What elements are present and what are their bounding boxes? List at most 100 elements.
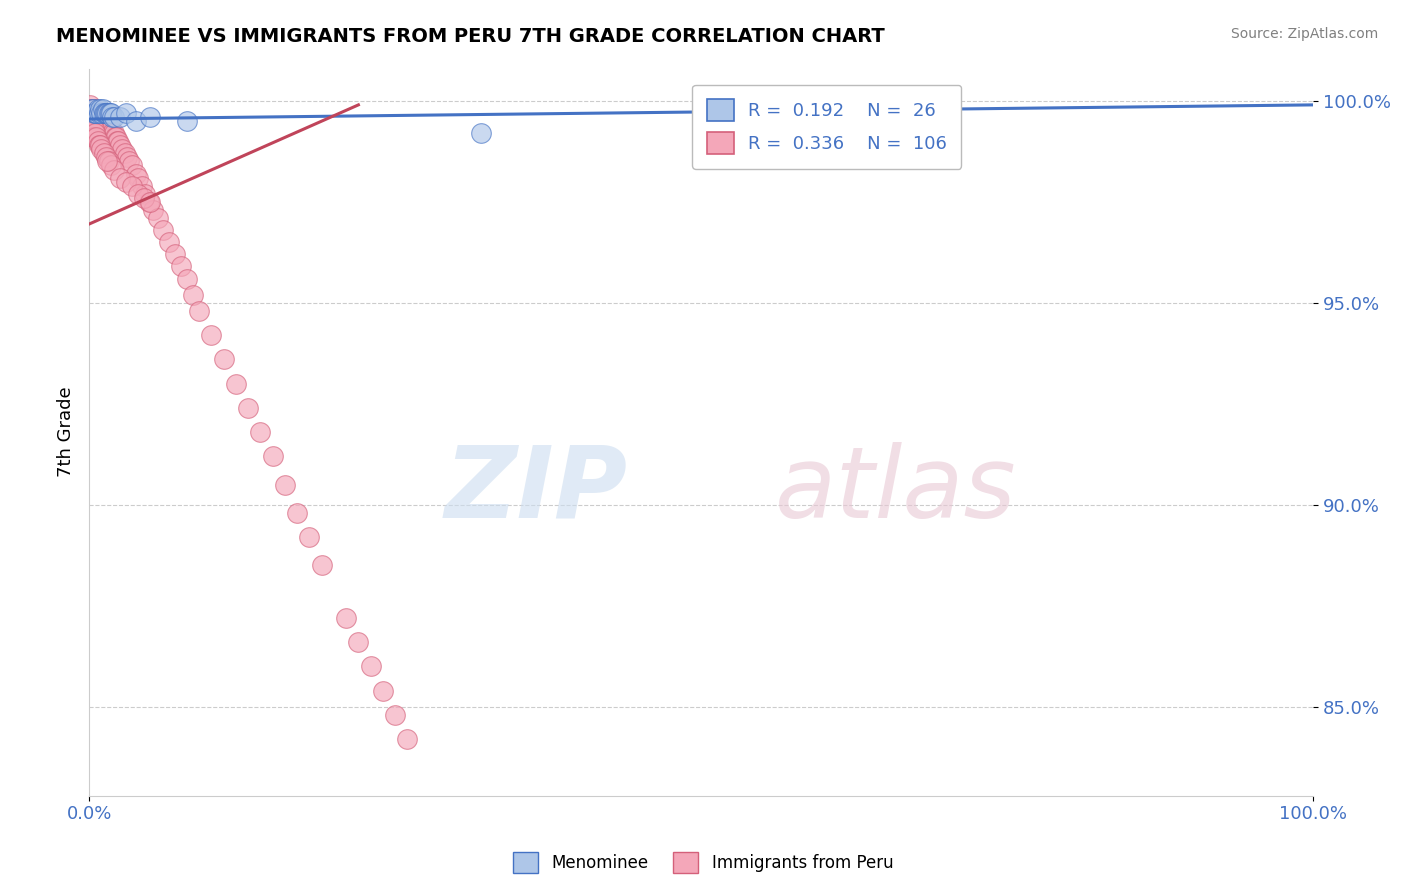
Point — [94, 122, 117, 136]
Point — [114, 175, 136, 189]
Point — [82, 102, 104, 116]
Point — [89, 114, 111, 128]
Legend: Menominee, Immigrants from Peru: Menominee, Immigrants from Peru — [506, 846, 900, 880]
Point — [127, 170, 149, 185]
Point — [83, 122, 105, 136]
Point — [98, 122, 121, 136]
Point — [86, 130, 108, 145]
Point — [83, 106, 105, 120]
Point — [79, 106, 101, 120]
Point — [96, 118, 118, 132]
Point — [97, 154, 120, 169]
Point — [108, 138, 131, 153]
Point — [93, 106, 115, 120]
Point — [98, 126, 121, 140]
Point — [93, 118, 115, 132]
Point — [105, 134, 128, 148]
Point — [84, 126, 107, 140]
Point — [138, 194, 160, 209]
Y-axis label: 7th Grade: 7th Grade — [58, 387, 75, 477]
Point — [262, 450, 284, 464]
Point — [396, 732, 419, 747]
Point — [82, 102, 104, 116]
Point — [84, 102, 107, 116]
Point — [83, 102, 105, 116]
Point — [86, 134, 108, 148]
Point — [146, 211, 169, 225]
Point — [96, 118, 118, 132]
Point — [360, 659, 382, 673]
Point — [101, 110, 124, 124]
Point — [79, 118, 101, 132]
Point — [90, 142, 112, 156]
Point — [86, 110, 108, 124]
Point — [93, 114, 115, 128]
Point — [82, 106, 104, 120]
Point — [470, 126, 492, 140]
Point — [84, 110, 107, 124]
Point — [89, 138, 111, 153]
Point — [114, 106, 136, 120]
Point — [86, 106, 108, 120]
Point — [139, 194, 162, 209]
Point — [96, 154, 118, 169]
Point — [97, 106, 120, 120]
Point — [104, 130, 127, 145]
Point — [89, 106, 111, 120]
Point — [108, 110, 131, 124]
Point — [335, 611, 357, 625]
Point — [84, 106, 107, 120]
Point — [97, 122, 120, 136]
Point — [82, 122, 104, 136]
Point — [371, 683, 394, 698]
Point — [100, 122, 122, 136]
Point — [80, 102, 103, 116]
Point — [103, 110, 125, 124]
Point — [873, 122, 896, 136]
Text: atlas: atlas — [775, 442, 1017, 539]
Point — [87, 106, 110, 120]
Point — [134, 191, 156, 205]
Point — [118, 154, 141, 169]
Point — [170, 260, 193, 274]
Point — [176, 271, 198, 285]
Point — [82, 110, 104, 124]
Point — [90, 106, 112, 120]
Legend: R =  0.192    N =  26, R =  0.336    N =  106: R = 0.192 N = 26, R = 0.336 N = 106 — [692, 85, 962, 169]
Point — [84, 106, 107, 120]
Point — [131, 178, 153, 193]
Point — [285, 506, 308, 520]
Point — [86, 114, 108, 128]
Point — [96, 150, 118, 164]
Point — [176, 114, 198, 128]
Text: ZIP: ZIP — [444, 442, 627, 539]
Point — [90, 114, 112, 128]
Point — [139, 110, 162, 124]
Point — [79, 98, 101, 112]
Point — [91, 102, 114, 116]
Point — [86, 110, 108, 124]
Point — [94, 106, 117, 120]
Point — [714, 122, 737, 136]
Point — [298, 530, 321, 544]
Point — [105, 130, 128, 145]
Point — [121, 159, 143, 173]
Text: MENOMINEE VS IMMIGRANTS FROM PERU 7TH GRADE CORRELATION CHART: MENOMINEE VS IMMIGRANTS FROM PERU 7TH GR… — [56, 27, 884, 45]
Point — [83, 110, 105, 124]
Point — [124, 114, 146, 128]
Point — [249, 425, 271, 439]
Point — [142, 202, 165, 217]
Point — [121, 178, 143, 193]
Point — [100, 159, 122, 173]
Point — [87, 114, 110, 128]
Point — [90, 106, 112, 120]
Point — [98, 106, 121, 120]
Point — [115, 150, 138, 164]
Point — [91, 118, 114, 132]
Point — [114, 146, 136, 161]
Point — [93, 146, 115, 161]
Point — [157, 235, 180, 250]
Point — [384, 708, 406, 723]
Point — [127, 186, 149, 201]
Point — [91, 110, 114, 124]
